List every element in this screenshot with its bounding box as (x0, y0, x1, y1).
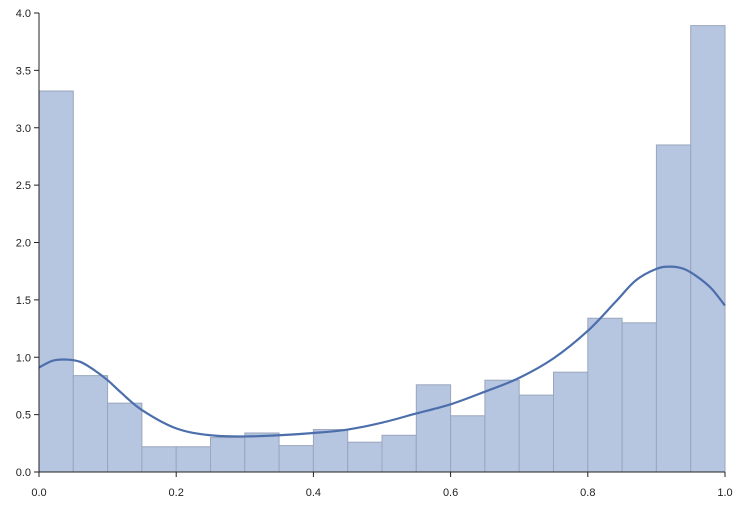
y-tick-label: 3.0 (16, 123, 31, 135)
histogram-bar-11 (415, 384, 452, 473)
histogram-bars (38, 25, 726, 473)
histogram-bar-8 (312, 429, 349, 473)
y-tick-label: 4.0 (16, 8, 31, 20)
histogram-bar-1 (72, 375, 109, 473)
y-tick-label: 3.5 (16, 65, 31, 77)
y-tick-label: 0.0 (16, 467, 31, 479)
x-axis-ticks: 0.0 0.2 0.4 0.6 0.8 1.0 (31, 472, 733, 499)
histogram-bar-17 (621, 322, 657, 473)
histogram-bar-16 (587, 317, 623, 473)
histogram-bar-18 (655, 144, 692, 473)
y-tick-label: 2.0 (16, 238, 31, 250)
x-tick-label: 0.4 (306, 487, 321, 499)
y-tick-label: 2.5 (16, 180, 31, 192)
histogram-bar-15 (553, 371, 589, 473)
x-tick-label: 0.2 (169, 487, 184, 499)
y-tick-label: 0.5 (16, 410, 31, 422)
histogram-bar-4 (175, 446, 211, 473)
histogram-bar-3 (141, 446, 177, 473)
histogram-bar-12 (450, 415, 486, 473)
histogram-bar-10 (381, 434, 417, 473)
histogram-bar-5 (210, 437, 246, 473)
x-tick-label: 1.0 (717, 487, 732, 499)
x-tick-label: 0.8 (580, 487, 595, 499)
x-tick-label: 0.0 (31, 487, 46, 499)
histogram-bar-14 (518, 394, 555, 473)
y-axis-ticks: 0.0 0.5 1.0 1.5 2.0 2.5 3.0 3.5 4.0 (16, 8, 39, 479)
histogram-bar-0 (38, 90, 74, 473)
histogram-bar-19 (690, 25, 726, 473)
histogram-bar-2 (107, 402, 143, 473)
density-curve (38, 265, 726, 438)
histogram-bar-9 (347, 441, 383, 473)
histogram-bar-13 (484, 379, 520, 473)
histogram-bar-7 (278, 445, 314, 473)
y-tick-label: 1.5 (16, 295, 31, 307)
histogram-bar-6 (244, 432, 280, 473)
x-tick-label: 0.6 (443, 487, 458, 499)
y-tick-label: 1.0 (16, 352, 31, 364)
